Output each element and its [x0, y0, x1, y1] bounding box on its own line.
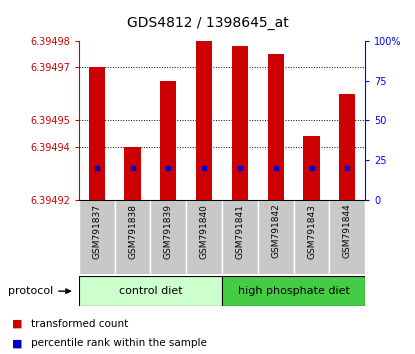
Bar — [79, 276, 222, 306]
Text: GSM791837: GSM791837 — [92, 204, 101, 259]
Bar — [160, 81, 176, 200]
Text: GSM791843: GSM791843 — [307, 204, 316, 259]
Text: percentile rank within the sample: percentile rank within the sample — [31, 338, 207, 348]
Bar — [115, 200, 150, 274]
Text: protocol: protocol — [8, 286, 54, 296]
Bar — [258, 200, 293, 274]
Text: GSM791842: GSM791842 — [271, 204, 280, 258]
Bar — [79, 200, 115, 274]
Text: high phosphate diet: high phosphate diet — [238, 286, 349, 296]
Bar — [339, 94, 355, 200]
Text: GSM791840: GSM791840 — [200, 204, 209, 259]
Text: GSM791838: GSM791838 — [128, 204, 137, 259]
Bar — [124, 147, 141, 200]
Text: ■: ■ — [12, 338, 23, 348]
Text: GSM791839: GSM791839 — [164, 204, 173, 259]
Bar — [196, 41, 212, 200]
Text: control diet: control diet — [119, 286, 182, 296]
Text: ■: ■ — [12, 319, 23, 329]
Bar — [150, 200, 186, 274]
Bar — [186, 200, 222, 274]
Bar — [232, 46, 248, 200]
Bar — [330, 200, 365, 274]
Bar — [222, 200, 258, 274]
Text: transformed count: transformed count — [31, 319, 128, 329]
Bar — [293, 200, 330, 274]
Bar — [89, 67, 105, 200]
Bar — [268, 54, 284, 200]
Text: GSM791844: GSM791844 — [343, 204, 352, 258]
Text: GSM791841: GSM791841 — [235, 204, 244, 259]
Bar — [303, 136, 320, 200]
Text: GDS4812 / 1398645_at: GDS4812 / 1398645_at — [127, 16, 288, 30]
Bar — [222, 276, 365, 306]
